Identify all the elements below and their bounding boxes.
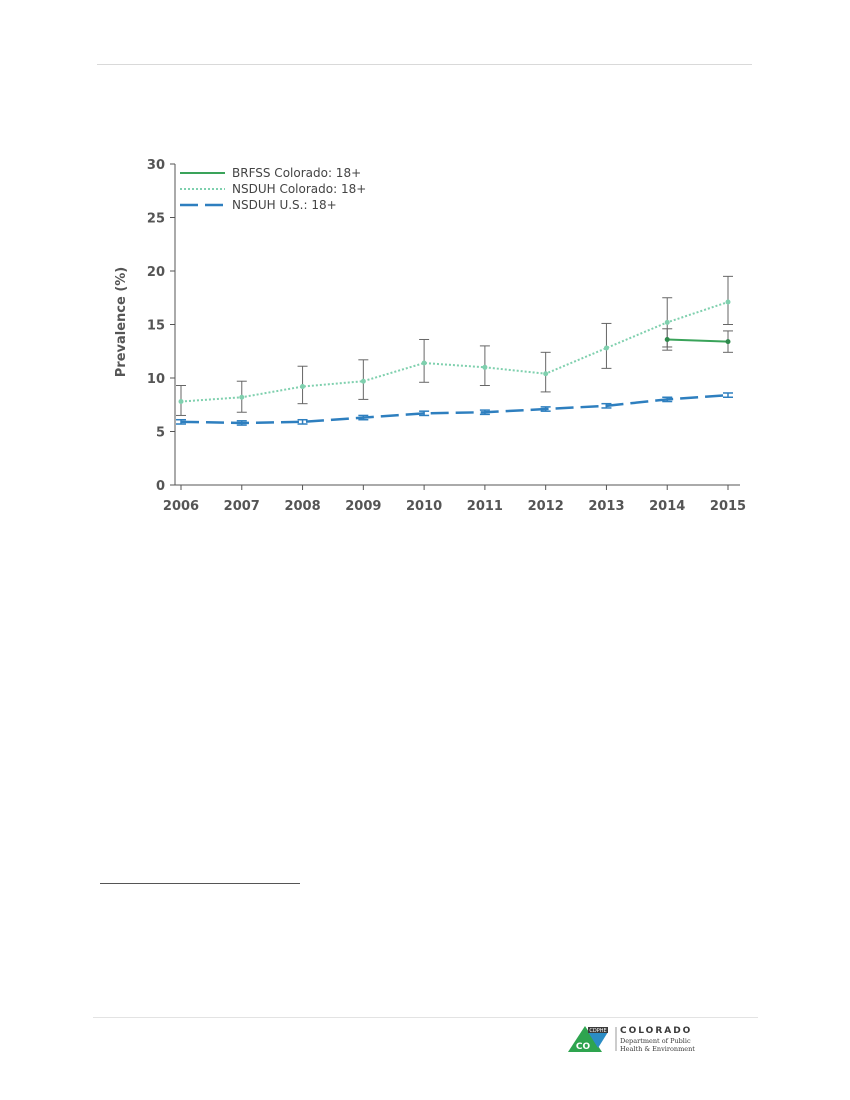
data-point <box>543 371 549 377</box>
legend-label: NSDUH Colorado: 18+ <box>232 182 366 196</box>
header-rule <box>97 64 752 65</box>
logo-inverted-triangle-icon <box>588 1032 608 1048</box>
prevalence-line-chart: 0 5 10 15 20 25 30 2006 2007 2008 2009 2010 2011 2012… <box>114 158 746 514</box>
footer-rule <box>93 1017 758 1018</box>
data-point <box>421 360 427 366</box>
x-tick-label: 2010 <box>406 499 442 514</box>
legend-label: NSDUH U.S.: 18+ <box>232 198 337 212</box>
data-point <box>664 336 670 342</box>
legend-label: BRFSS Colorado: 18+ <box>232 166 361 180</box>
x-tick-label: 2013 <box>588 499 624 514</box>
logo-triangle-icon <box>568 1026 602 1052</box>
chart-series <box>178 299 731 425</box>
logo-text-block: COLORADO Department of Public Health & E… <box>620 1026 695 1053</box>
x-tick-label: 2012 <box>528 499 564 514</box>
logo-dept-line2: Health & Environment <box>620 1045 695 1053</box>
y-axis-title: Prevalence (%) <box>114 267 129 378</box>
data-point <box>725 299 731 305</box>
data-point <box>482 364 488 370</box>
x-tick-label: 2006 <box>163 499 199 514</box>
series-line <box>180 393 729 425</box>
logo-badge-text: CDPHE <box>589 1028 606 1034</box>
x-tick-label: 2008 <box>284 499 320 514</box>
x-tick-label: 2009 <box>345 499 381 514</box>
y-tick-label: 20 <box>147 265 165 280</box>
y-tick-label: 25 <box>147 212 165 227</box>
y-tick-label: 0 <box>156 479 165 494</box>
x-tick-label: 2007 <box>224 499 260 514</box>
data-point <box>300 384 306 390</box>
x-tick-label: 2011 <box>467 499 503 514</box>
data-point <box>603 345 609 351</box>
x-tick-label: 2014 <box>649 499 685 514</box>
data-point <box>725 339 731 345</box>
chart-legend: BRFSS Colorado: 18+ NSDUH Colorado: 18+ NS… <box>180 166 366 212</box>
y-tick-label: 30 <box>147 158 165 173</box>
logo-name: COLORADO <box>620 1026 693 1036</box>
logo-dept-line1: Department of Public <box>620 1037 691 1045</box>
data-point <box>360 378 366 384</box>
data-point <box>664 319 670 325</box>
y-tick-label: 10 <box>147 372 165 387</box>
logo-mark-text: CO <box>576 1042 591 1052</box>
cdphe-logo: CDPHE CO <box>568 1026 617 1052</box>
series-line <box>667 338 729 343</box>
x-tick-label: 2015 <box>710 499 746 514</box>
error-bars <box>176 275 733 426</box>
footnote-rule <box>100 883 300 884</box>
y-tick-label: 5 <box>156 426 165 441</box>
series-line <box>180 301 729 403</box>
chart-axes: 0 5 10 15 20 25 30 2006 2007 2008 2009 2010 2011 2012… <box>147 158 746 514</box>
data-point <box>239 394 245 400</box>
data-point <box>178 399 184 405</box>
logo-badge-bg <box>588 1027 608 1033</box>
y-tick-label: 15 <box>147 319 165 334</box>
